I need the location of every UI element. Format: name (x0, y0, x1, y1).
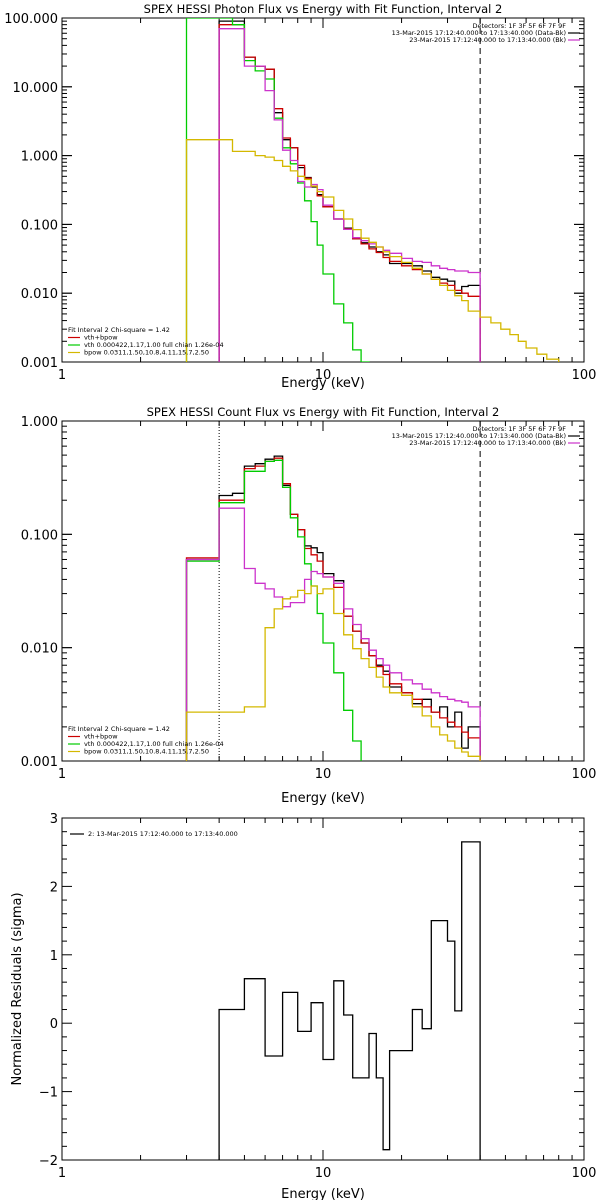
series-line-5 (185, 585, 481, 761)
y-tick-label: 1 (50, 949, 58, 964)
y-tick-label: 0.001 (21, 356, 58, 371)
x-tick-label: 10 (315, 767, 332, 782)
legend-header: Detectors: 1F 3F 5F 6F 7F 9F (472, 425, 566, 433)
y-tick-label: −2 (39, 1154, 58, 1169)
series-group (218, 841, 481, 1160)
chart-title: SPEX HESSI Photon Flux vs Energy with Fi… (144, 2, 503, 16)
legend-entry: vth+bpow (84, 733, 118, 741)
legend-entry: 23-Mar-2015 17:12:40.000 to 17:13:40.000… (409, 36, 566, 44)
series-line-3 (185, 459, 362, 761)
y-tick-label: 2 (50, 880, 58, 895)
y-tick-label: 1.000 (21, 150, 58, 165)
y-tick-label: 100.000 (4, 12, 58, 27)
x-tick-label: 1 (58, 767, 66, 782)
x-axis-label: Energy (keV) (281, 791, 365, 806)
series-line-4 (218, 28, 481, 362)
legend-entry: 23-Mar-2015 17:12:40.000 to 17:13:40.000… (409, 439, 566, 447)
y-tick-label: 0.001 (21, 755, 58, 770)
y-tick-label: 0.100 (21, 528, 58, 543)
x-axis-label: Energy (keV) (281, 1187, 365, 1200)
y-tick-label: 0 (50, 1017, 58, 1032)
legend-entry: bpow 0.0311,1.50,10.8,4.11,15.7,2.50 (84, 748, 209, 756)
y-tick-label: 10.000 (13, 81, 59, 96)
legend-entry: vth 0.000422,1.17,1.00 full chian 1.26e-… (84, 740, 224, 748)
legend-entry: bpow 0.0311,1.50,10.8,4.11,15.7,2.50 (84, 349, 209, 357)
series-line-1 (218, 20, 481, 362)
series-line-5 (185, 139, 560, 362)
y-tick-label: 1.000 (21, 415, 58, 430)
series-line-1 (185, 455, 481, 761)
x-tick-label: 100 (572, 368, 597, 383)
x-tick-label: 1 (58, 1166, 66, 1181)
series-line-1 (218, 841, 481, 1160)
legend-entry: vth+bpow (84, 334, 118, 342)
y-tick-label: 3 (50, 812, 58, 827)
chart-panel-3: 1 10 100 −2 −1 0 1 2 3 Energy (keV) Normalized Res… (10, 812, 596, 1200)
series-line-2 (218, 24, 481, 362)
plot-frame (61, 817, 585, 1161)
legend-header: Fit Interval 2 Chi-square = 1.42 (68, 326, 170, 334)
x-axis-label: Energy (keV) (281, 376, 365, 391)
x-tick-label: 1 (58, 368, 66, 383)
chart-panel-2: 1 10 100 0.001 0.010 0.100 1.000 SPEX HESSI Cou… (21, 405, 597, 806)
y-tick-label: 0.010 (21, 642, 58, 657)
y-tick-label: 0.010 (21, 287, 58, 302)
x-tick-label: 100 (572, 767, 597, 782)
series-line-4 (185, 507, 481, 761)
series-group (185, 18, 560, 362)
chart-title: SPEX HESSI Count Flux vs Energy with Fit… (147, 405, 500, 419)
x-tick-label: 10 (315, 1166, 332, 1181)
x-tick-label: 10 (315, 368, 332, 383)
legend-header: Detectors: 1F 3F 5F 6F 7F 9F (472, 22, 566, 30)
legend-header: Fit Interval 2 Chi-square = 1.42 (68, 725, 170, 733)
y-tick-label: −1 (39, 1086, 58, 1101)
legend-entry: 13-Mar-2015 17:12:40.000 to 17:13:40.000… (392, 432, 566, 440)
legend-entry: 2: 13-Mar-2015 17:12:40.000 to 17:13:40.… (88, 830, 238, 838)
series-group (185, 455, 481, 761)
series-line-3 (185, 18, 370, 362)
x-tick-label: 100 (572, 1166, 597, 1181)
y-tick-label: 0.100 (21, 218, 58, 233)
series-line-2 (185, 457, 481, 761)
legend-entry: vth 0.000422,1.17,1.00 full chian 1.26e-… (84, 341, 224, 349)
chart-panel-1: 1 10 100 0.001 0.010 0.100 1.000 10.000 100.000 S… (4, 2, 596, 391)
legend-entry: 13-Mar-2015 17:12:40.000 to 17:13:40.000… (392, 29, 566, 37)
y-axis-label: Normalized Residuals (sigma) (10, 892, 25, 1085)
